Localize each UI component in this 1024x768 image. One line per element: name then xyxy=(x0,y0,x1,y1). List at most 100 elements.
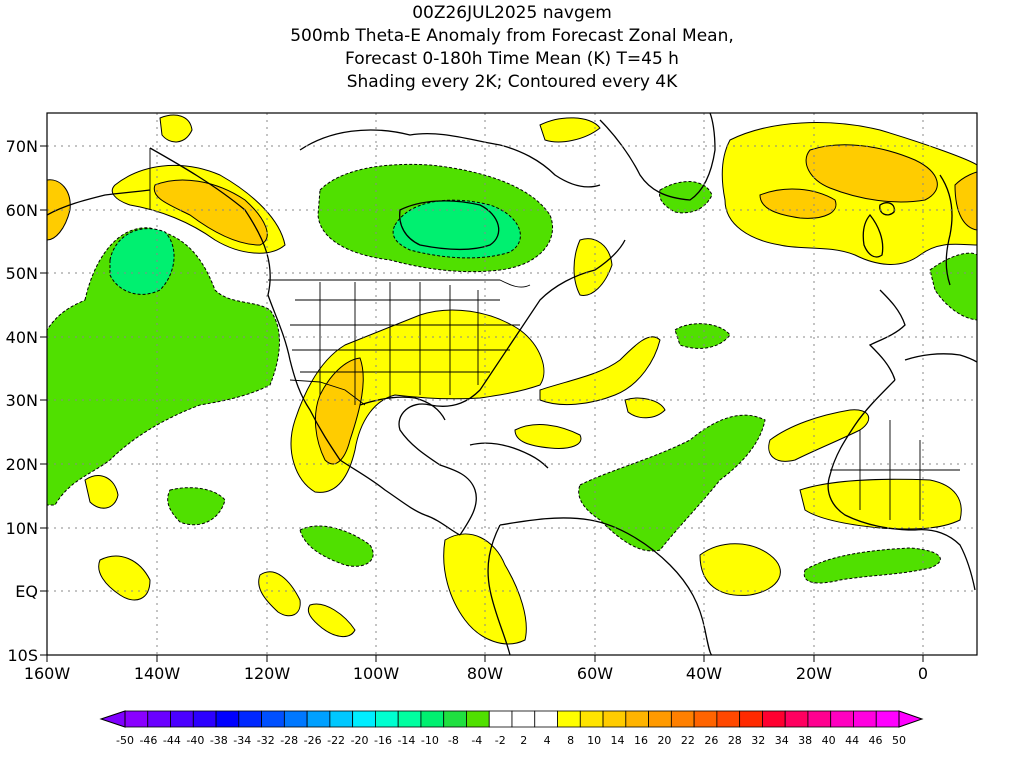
colorbar-box xyxy=(534,710,558,728)
colorbar-label: -22 xyxy=(327,734,345,747)
yellow-region-west-africa xyxy=(799,478,962,530)
lat-label-70n: 70N xyxy=(6,137,38,156)
colorbar-label: 4 xyxy=(544,734,551,747)
colorbar-box xyxy=(693,710,718,728)
coast-africa xyxy=(827,379,976,591)
colorbar-label: -38 xyxy=(210,734,228,747)
strong-positive-cores xyxy=(47,144,977,465)
colorbar-box xyxy=(466,710,490,728)
colorbar-box xyxy=(875,710,900,728)
colorbar-box xyxy=(625,710,649,728)
lat-label-20n: 20N xyxy=(6,455,38,474)
coast-hudson-bay xyxy=(399,200,500,251)
colorbar-label: -20 xyxy=(351,734,369,747)
strong-negative-cores xyxy=(109,199,521,295)
coast-mediterranean xyxy=(904,353,977,363)
boundary-us-canada xyxy=(268,279,531,288)
colorbar-box xyxy=(283,710,308,728)
yellow-region-caribbean xyxy=(514,424,582,449)
colorbar-label: -44 xyxy=(163,734,181,747)
green-region-greenland xyxy=(659,181,713,214)
title-line-forecast: Forecast 0-180h Time Mean (K) T=45 h xyxy=(345,49,679,69)
colorbar-box xyxy=(579,710,604,728)
yellow-region-nw-africa xyxy=(624,397,666,419)
chart-title: 00Z26JUL2025 navgem 500mb Theta-E Anomal… xyxy=(0,2,1024,94)
colorbar-box xyxy=(830,710,854,728)
gridlines xyxy=(47,113,977,655)
colorbar-box xyxy=(306,710,331,728)
colorbar-label: -8 xyxy=(448,734,459,747)
colorbar-label: 14 xyxy=(611,734,625,747)
colorbar-label: 40 xyxy=(822,734,836,747)
colorbar-label: 46 xyxy=(869,734,883,747)
colorbar-left-arrow xyxy=(99,710,126,728)
colorbar-box xyxy=(602,710,627,728)
lat-label-10n: 10N xyxy=(6,519,38,538)
lon-label-80w: 80W xyxy=(467,664,503,683)
lat-label-eq: EQ xyxy=(15,582,38,601)
yellow-region-east-pac xyxy=(258,571,301,617)
colorbar-box xyxy=(557,710,581,728)
lon-label-160w: 160W xyxy=(24,664,71,683)
colorbar-box xyxy=(238,710,262,728)
colorbar-label: -4 xyxy=(471,734,482,747)
green-region-europe xyxy=(929,252,977,321)
coast-greenland xyxy=(599,113,716,201)
colorbar-label: 22 xyxy=(681,734,695,747)
orange-core-north-atlantic xyxy=(805,144,938,203)
us-state-grid xyxy=(290,282,520,405)
colorbar-box xyxy=(215,710,240,728)
anomaly-map: 70N 60N 50N 40N 30N 20N 10N EQ 10S 160W … xyxy=(6,112,978,683)
latitude-labels: 70N 60N 50N 40N 30N 20N 10N EQ 10S xyxy=(6,137,38,665)
lon-label-100w: 100W xyxy=(353,664,400,683)
coast-europe-west xyxy=(868,289,906,381)
colorbar-label: -50 xyxy=(116,734,134,747)
colorbar-box xyxy=(443,710,467,728)
coast-north-america-east xyxy=(398,239,626,536)
map-frame xyxy=(46,112,978,656)
colorbar-labels: -50 -46 -44 -40 -38 -34 -32 -28 -26 -22 -20 -16 -14-… xyxy=(116,734,906,747)
colorbar-label: 2 xyxy=(520,734,527,747)
lon-label-20w: 20W xyxy=(796,664,832,683)
coast-scandinavia xyxy=(939,174,953,286)
colorbar-box xyxy=(261,710,285,728)
longitude-labels: 160W 140W 120W 100W 80W 60W 40W 20W 0 xyxy=(24,664,928,683)
yellow-region-sahara xyxy=(768,409,870,462)
colorbar-label: 32 xyxy=(751,734,765,747)
colorbar-label: 50 xyxy=(892,734,906,747)
title-line-field: 500mb Theta-E Anomaly from Forecast Zona… xyxy=(290,26,734,46)
colorbar-label: 38 xyxy=(798,734,812,747)
yellow-region-south-america xyxy=(443,533,527,645)
yellow-region-mexico xyxy=(290,309,545,493)
core-gulf-alaska xyxy=(109,228,175,295)
colorbar-label: 8 xyxy=(567,734,574,747)
coast-gulf-mexico xyxy=(359,396,446,421)
title-line-shading: Shading every 2K; Contoured every 4K xyxy=(346,72,678,92)
coast-arctic-archipelago xyxy=(299,129,601,188)
colorbar-box xyxy=(147,710,171,728)
colorbar-box xyxy=(397,710,422,728)
colorbar-label: -10 xyxy=(421,734,439,747)
colorbar-label: 10 xyxy=(587,734,601,747)
lat-label-40n: 40N xyxy=(6,328,38,347)
yellow-region-central-atlantic xyxy=(699,543,781,596)
coast-south-america-west xyxy=(487,524,511,655)
colorbar-label: 44 xyxy=(845,734,859,747)
colorbar-box xyxy=(784,710,809,728)
coastlines xyxy=(47,113,977,655)
colorbar-box xyxy=(352,710,376,728)
colorbar-box xyxy=(170,710,194,728)
green-region-tropical-pac xyxy=(167,487,226,526)
green-region-africa xyxy=(803,547,941,584)
coast-cuba xyxy=(469,442,549,469)
coast-south-america xyxy=(499,517,713,655)
colorbar-box xyxy=(329,710,354,728)
orange-core-iceland xyxy=(759,188,837,219)
green-region-pacific-sw xyxy=(299,525,374,567)
colorbar-label: -46 xyxy=(139,734,157,747)
colorbar-right-arrow xyxy=(898,710,924,728)
yellow-region-labrador xyxy=(573,238,613,296)
green-region-atlantic xyxy=(578,414,766,552)
colorbar-label: 20 xyxy=(657,734,671,747)
colorbar-box xyxy=(807,710,832,728)
